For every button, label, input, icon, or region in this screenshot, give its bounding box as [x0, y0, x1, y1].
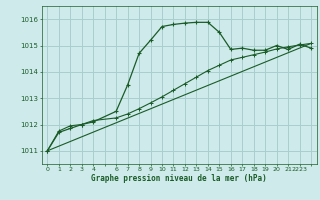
X-axis label: Graphe pression niveau de la mer (hPa): Graphe pression niveau de la mer (hPa) [91, 174, 267, 183]
